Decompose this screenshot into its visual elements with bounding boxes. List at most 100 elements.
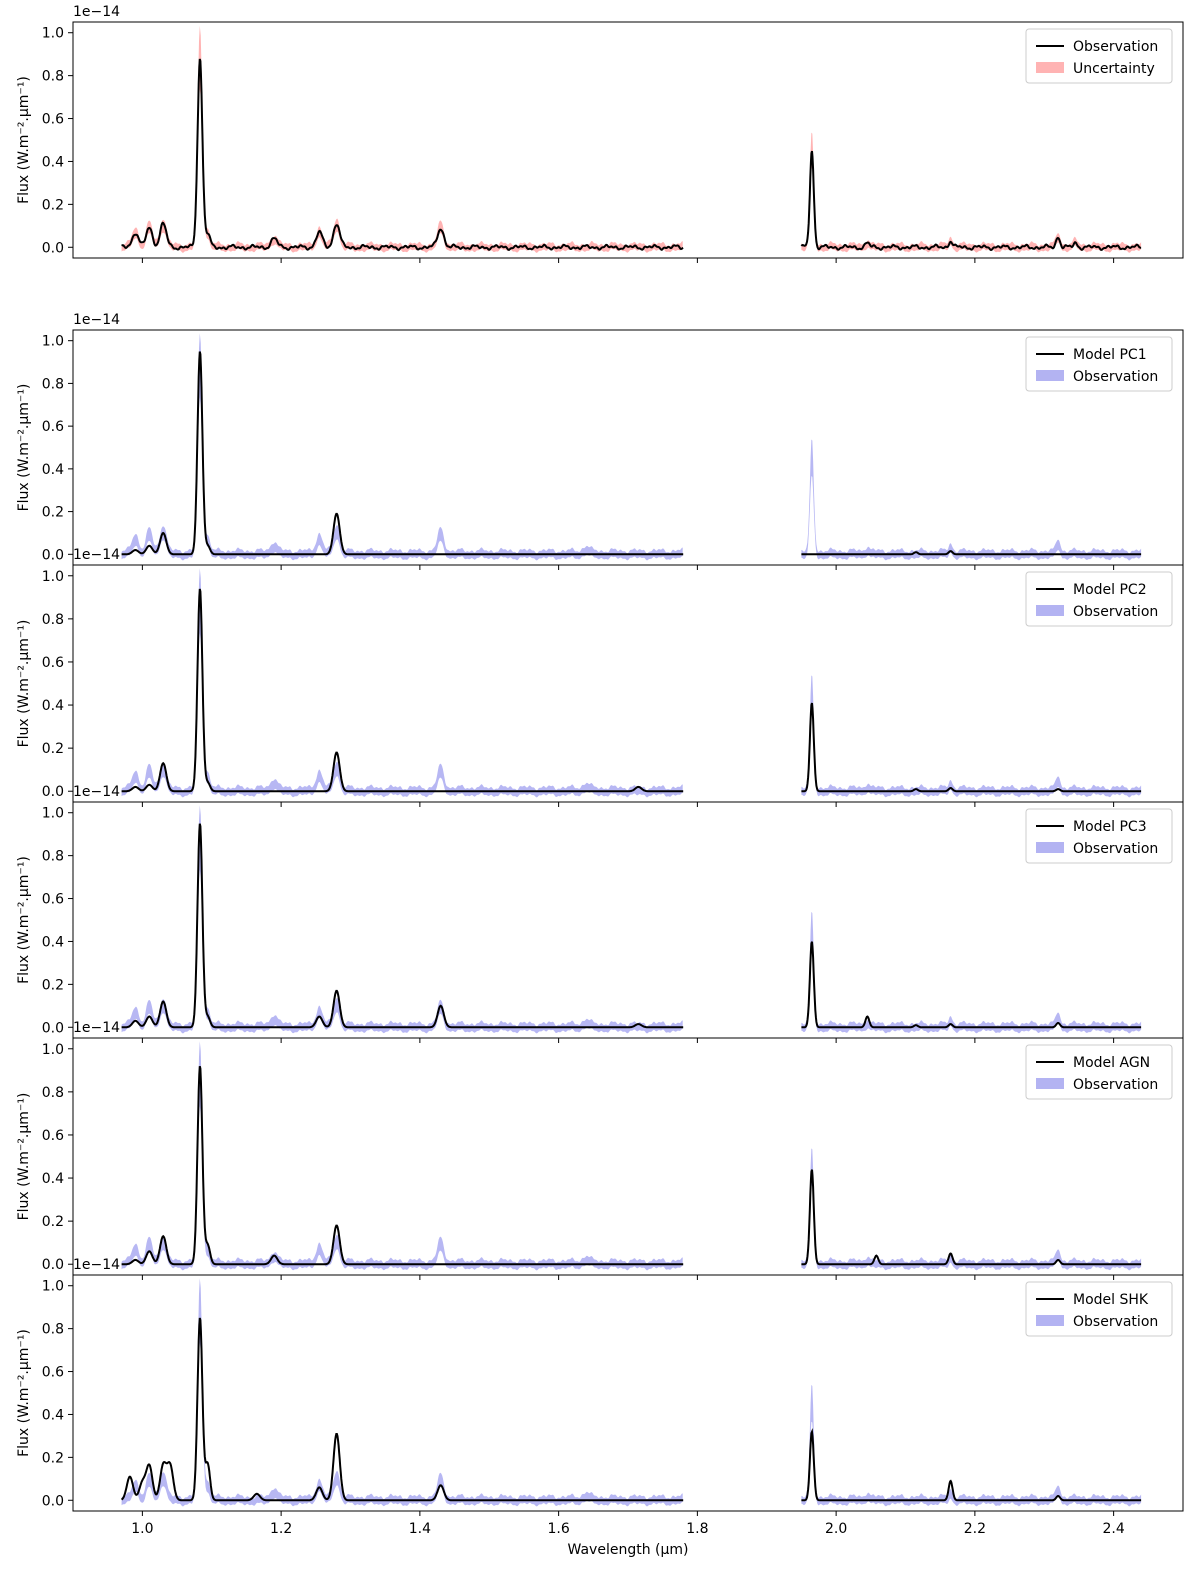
line-6-seg0 [120,1317,684,1502]
band-6-seg0 [121,1278,683,1507]
y-tick-label-6-3: 0.6 [42,1365,64,1381]
y-tick-label-6-1: 0.2 [42,1450,64,1466]
y-tick-label-2-1: 0.2 [42,505,64,521]
legend-band-swatch-3 [1036,605,1064,616]
y-tick-label-1-5: 1.0 [42,26,64,42]
legend-band-label-2: Observation [1073,369,1158,385]
panel-1: 0.0 0.2 0.4 0.6 0.8 1.0 1e−14 Flux (W.m⁻².μm⁻¹)… [16,4,1184,263]
legend-line-label-3: Model PC2 [1073,582,1147,598]
y-tick-label-4-3: 0.6 [42,892,64,908]
y-tick-label-5-2: 0.4 [42,1171,64,1187]
band-1-seg1 [801,132,1142,253]
axes-frame-1 [72,21,1184,259]
panel-4: 0.0 0.2 0.4 0.6 0.8 1.0 1e−14 Flux (W.m⁻².μm⁻¹)… [16,784,1184,1043]
axes-frame-6 [72,1274,1184,1512]
band-6-seg1 [801,1384,1142,1507]
legend-band-swatch-4 [1036,842,1064,853]
line-5-seg1 [801,1169,1142,1266]
y-tick-label-1-4: 0.8 [42,69,64,85]
x-tick-label-6-4: 1.8 [686,1521,708,1537]
offset-label-4: 1e−14 [73,784,120,800]
y-tick-label-4-5: 1.0 [42,806,64,822]
y-tick-label-6-0: 0.0 [42,1493,64,1509]
y-tick-label-1-3: 0.6 [42,112,64,128]
y-axis-label-5: Flux (W.m⁻².μm⁻¹) [16,1093,32,1221]
y-axis-label-6: Flux (W.m⁻².μm⁻¹) [16,1329,32,1457]
legend-band-swatch-1 [1036,62,1064,73]
offset-label-5: 1e−14 [73,1020,120,1036]
legend-band-swatch-6 [1036,1315,1064,1326]
panel-2: 0.0 0.2 0.4 0.6 0.8 1.0 1e−14 Flux (W.m⁻².μm⁻¹)… [16,312,1184,570]
legend-1: Observation Uncertainty [1025,28,1173,84]
x-tick-label-6-6: 2.2 [964,1521,986,1537]
y-tick-label-4-2: 0.4 [42,934,64,950]
panel-6: 0.0 0.2 0.4 0.6 0.8 1.0 1.0 1.2 1.4 1.6 1.8 2.0 2.2 2… [16,1257,1184,1537]
line-2-seg0 [121,351,684,556]
y-tick-label-3-1: 0.2 [42,741,64,757]
y-tick-label-3-3: 0.6 [42,655,64,671]
band-3-seg1 [801,675,1142,798]
y-tick-label-2-5: 1.0 [42,334,64,350]
x-tick-label-6-0: 1.0 [131,1521,153,1537]
y-tick-label-5-0: 0.0 [42,1257,64,1273]
y-tick-label-5-4: 0.8 [42,1085,64,1101]
y-tick-label-1-2: 0.4 [42,154,64,170]
band-2-seg1 [801,439,1142,561]
y-tick-label-3-4: 0.8 [42,612,64,628]
legend-line-label-2: Model PC1 [1073,347,1147,363]
axes-frame-2 [72,329,1184,566]
y-tick-label-5-5: 1.0 [42,1042,64,1058]
legend-band-label-6: Observation [1073,1314,1158,1330]
line-5-seg0 [121,1065,684,1266]
offset-label-6: 1e−14 [73,1257,120,1273]
panel-5: 0.0 0.2 0.4 0.6 0.8 1.0 1e−14 Flux (W.m⁻².μm⁻¹)… [16,1020,1184,1280]
x-axis-label: Wavelength (μm) [568,1542,689,1558]
x-tick-label-6-5: 2.0 [825,1521,847,1537]
axes-frame-3 [72,564,1184,803]
y-tick-label-2-3: 0.6 [42,419,64,435]
line-4-seg0 [121,823,684,1029]
y-tick-label-4-0: 0.0 [42,1020,64,1036]
y-axis-label-1: Flux (W.m⁻².μm⁻¹) [16,76,32,204]
line-3-seg1 [801,702,1142,793]
y-tick-label-3-0: 0.0 [42,784,64,800]
y-tick-label-5-1: 0.2 [42,1214,64,1230]
axes-frame-5 [72,1037,1184,1276]
line-1-seg1 [800,150,1142,252]
band-4-seg1 [801,911,1142,1034]
y-tick-label-3-5: 1.0 [42,569,64,585]
legend-band-label-3: Observation [1073,604,1158,620]
legend-6: Model SHK Observation [1025,1281,1173,1337]
panel-3: 0.0 0.2 0.4 0.6 0.8 1.0 1e−14 Flux (W.m⁻².μm⁻¹)… [16,547,1184,807]
y-axis-label-3: Flux (W.m⁻².μm⁻¹) [16,620,32,748]
y-tick-label-5-3: 0.6 [42,1128,64,1144]
x-tick-label-6-7: 2.4 [1102,1521,1124,1537]
y-tick-label-1-0: 0.0 [42,240,64,256]
legend-band-label-1: Uncertainty [1073,61,1155,77]
y-tick-label-6-5: 1.0 [42,1279,64,1295]
legend-3: Model PC2 Observation [1025,571,1173,627]
x-tick-label-6-2: 1.4 [409,1521,431,1537]
y-tick-label-2-4: 0.8 [42,376,64,392]
legend-line-label-6: Model SHK [1073,1292,1149,1308]
legend-line-label-5: Model AGN [1073,1055,1150,1071]
offset-label-3: 1e−14 [73,547,120,563]
legend-band-label-5: Observation [1073,1077,1158,1093]
line-4-seg1 [801,941,1142,1029]
offset-label-2: 1e−14 [73,312,120,328]
legend-2: Model PC1 Observation [1025,336,1173,392]
axes-frame-4 [72,801,1184,1039]
y-tick-label-1-1: 0.2 [42,197,64,213]
line-2-seg1 [801,550,1142,556]
legend-line-label-1: Observation [1073,39,1158,55]
legend-line-label-4: Model PC3 [1073,819,1147,835]
offset-label-1: 1e−14 [73,4,120,20]
y-axis-label-4: Flux (W.m⁻².μm⁻¹) [16,856,32,984]
y-tick-label-4-4: 0.8 [42,849,64,865]
x-tick-label-6-1: 1.2 [270,1521,292,1537]
legend-4: Model PC3 Observation [1025,808,1173,864]
y-axis-label-2: Flux (W.m⁻².μm⁻¹) [16,384,32,512]
x-tick-label-6-3: 1.6 [547,1521,569,1537]
y-tick-label-6-2: 0.4 [42,1407,64,1423]
